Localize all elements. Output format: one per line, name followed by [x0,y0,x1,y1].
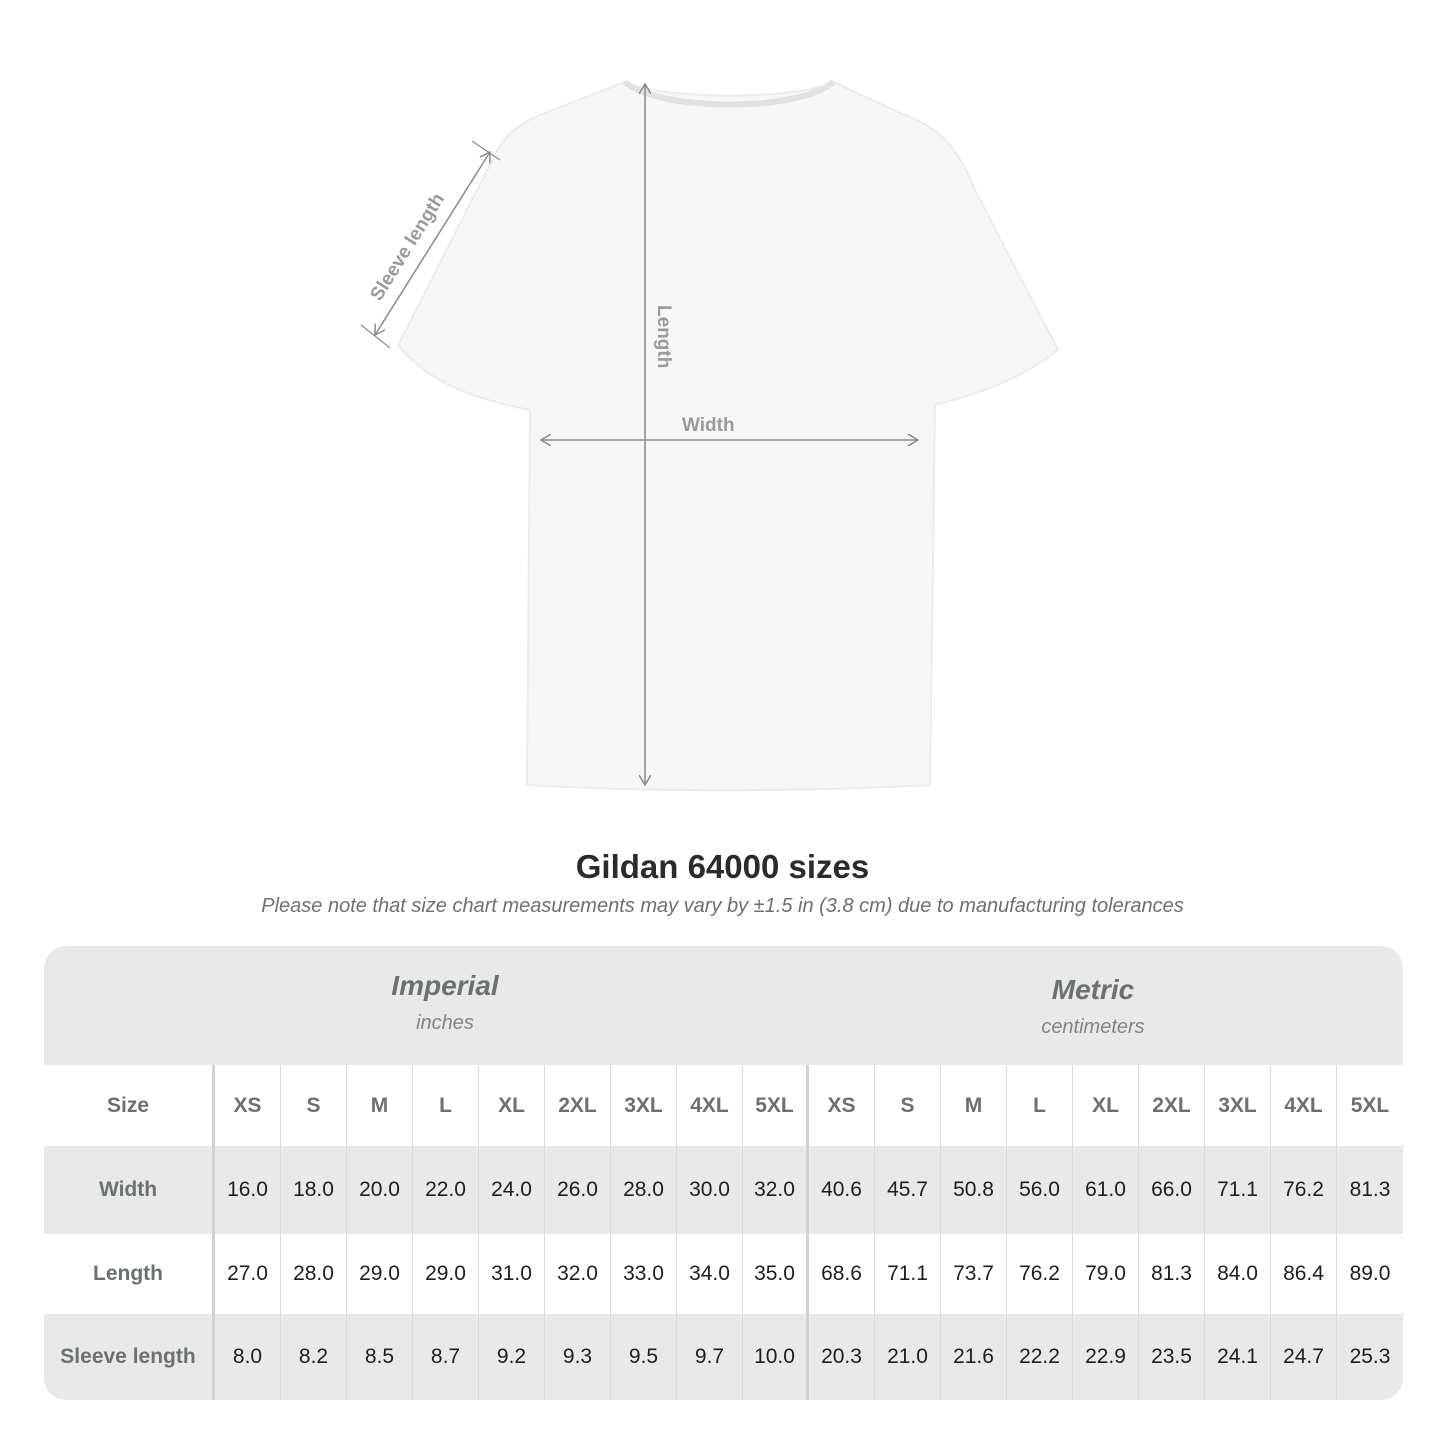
table-cell: 4XL [1271,1065,1337,1146]
table-cell: 28.0 [611,1146,677,1234]
table-cell: 20.3 [809,1314,875,1400]
table-cell: 33.0 [611,1234,677,1314]
table-cell: 71.1 [1205,1146,1271,1234]
table-cell: 45.7 [875,1146,941,1234]
table-cell: 86.4 [1271,1234,1337,1314]
table-cell: S [875,1065,941,1146]
table-cell: 61.0 [1073,1146,1139,1234]
table-cell: 21.0 [875,1314,941,1400]
tshirt-diagram: Sleeve length Length Width [360,79,1060,792]
table-cell: 3XL [1205,1065,1271,1146]
table-cell: 29.0 [347,1234,413,1314]
table-cell: S [281,1065,347,1146]
table-cell: 30.0 [677,1146,743,1234]
table-cell: XL [479,1065,545,1146]
table-cell: 18.0 [281,1146,347,1234]
table-cell: M [941,1065,1007,1146]
metric-header: Metric centimeters [1041,974,1145,1038]
table-cell: XL [1073,1065,1139,1146]
table-cell: 9.7 [677,1314,743,1400]
table-cell: 68.6 [809,1234,875,1314]
table-cell: 21.6 [941,1314,1007,1400]
table-cell: 9.3 [545,1314,611,1400]
table-cell: 76.2 [1271,1146,1337,1234]
row-label: Size [44,1065,215,1146]
row-label: Length [44,1234,215,1314]
table-cell: 40.6 [809,1146,875,1234]
table-cell: 8.0 [215,1314,281,1400]
table-cell: L [1007,1065,1073,1146]
table-cell: 2XL [545,1065,611,1146]
table-cell: 29.0 [413,1234,479,1314]
sleeve-arrow [375,152,490,335]
table-row: Sleeve length 8.0 8.2 8.5 8.7 9.2 9.3 9.5 9.7 10.… [44,1314,1403,1400]
table-cell: 50.8 [941,1146,1007,1234]
row-label: Sleeve length [44,1314,215,1400]
table-cell: M [347,1065,413,1146]
size-header-row: Size XS S M L XL 2XL 3XL 4XL 5XL XS S M L XL 2XL 3XL 4XL 5… [44,1065,1403,1146]
table-cell: L [413,1065,479,1146]
table-cell: 32.0 [545,1234,611,1314]
table-cell: 32.0 [743,1146,809,1234]
table-cell: 76.2 [1007,1234,1073,1314]
table-cell: XS [809,1065,875,1146]
table-cell: 5XL [743,1065,809,1146]
table-cell: 5XL [1350,1093,1390,1117]
table-cell: 4XL [677,1065,743,1146]
table-cell: 31.0 [479,1234,545,1314]
table-cell: 27.0 [215,1234,281,1314]
table-cell: 25.3 [1349,1345,1391,1368]
table-cell: 35.0 [743,1234,809,1314]
table-cell: 28.0 [281,1234,347,1314]
tolerance-note: Please note that size chart measurements… [261,895,1184,917]
table-cell: 56.0 [1007,1146,1073,1234]
table-row: Length 27.0 28.0 29.0 29.0 31.0 32.0 33.0 34.0 35… [44,1234,1403,1314]
table-cell: 22.0 [413,1146,479,1234]
table-cell: 34.0 [677,1234,743,1314]
table-cell: 24.7 [1271,1314,1337,1400]
row-label: Width [44,1146,215,1234]
table-cell: 16.0 [215,1146,281,1234]
table-cell: 22.2 [1007,1314,1073,1400]
table-cell: 8.7 [413,1314,479,1400]
table-cell: 3XL [611,1065,677,1146]
table-cell: 26.0 [545,1146,611,1234]
imperial-header: Imperial inches [391,970,499,1034]
table-cell: 23.5 [1139,1314,1205,1400]
table-cell: 81.3 [1139,1234,1205,1314]
width-label: Width [682,415,735,436]
table-cell: 8.2 [281,1314,347,1400]
tshirt-shape [396,80,1060,792]
table-cell: 20.0 [347,1146,413,1234]
table-cell: 8.5 [347,1314,413,1400]
table-cell: 9.2 [479,1314,545,1400]
table-cell: 89.0 [1349,1262,1391,1285]
table-cell: 24.1 [1205,1314,1271,1400]
table-cell: 71.1 [875,1234,941,1314]
table-cell: 84.0 [1205,1234,1271,1314]
table-cell: 2XL [1139,1065,1205,1146]
table-cell: 73.7 [941,1234,1007,1314]
size-table: Imperial inches Metric centimeters Size X… [44,946,1403,1400]
table-cell: 81.3 [1349,1178,1391,1201]
table-cell: 9.5 [611,1314,677,1400]
page-title: Gildan 64000 sizes [575,848,870,885]
table-row: Width 16.0 18.0 20.0 22.0 24.0 26.0 28.0 30.0 32.… [44,1146,1403,1234]
table-cell: 79.0 [1073,1234,1139,1314]
table-cell: 24.0 [479,1146,545,1234]
table-cell: 10.0 [743,1314,809,1400]
table-cell: XS [215,1065,281,1146]
table-cell: 22.9 [1073,1314,1139,1400]
length-label: Length [653,305,674,368]
table-cell: 66.0 [1139,1146,1205,1234]
